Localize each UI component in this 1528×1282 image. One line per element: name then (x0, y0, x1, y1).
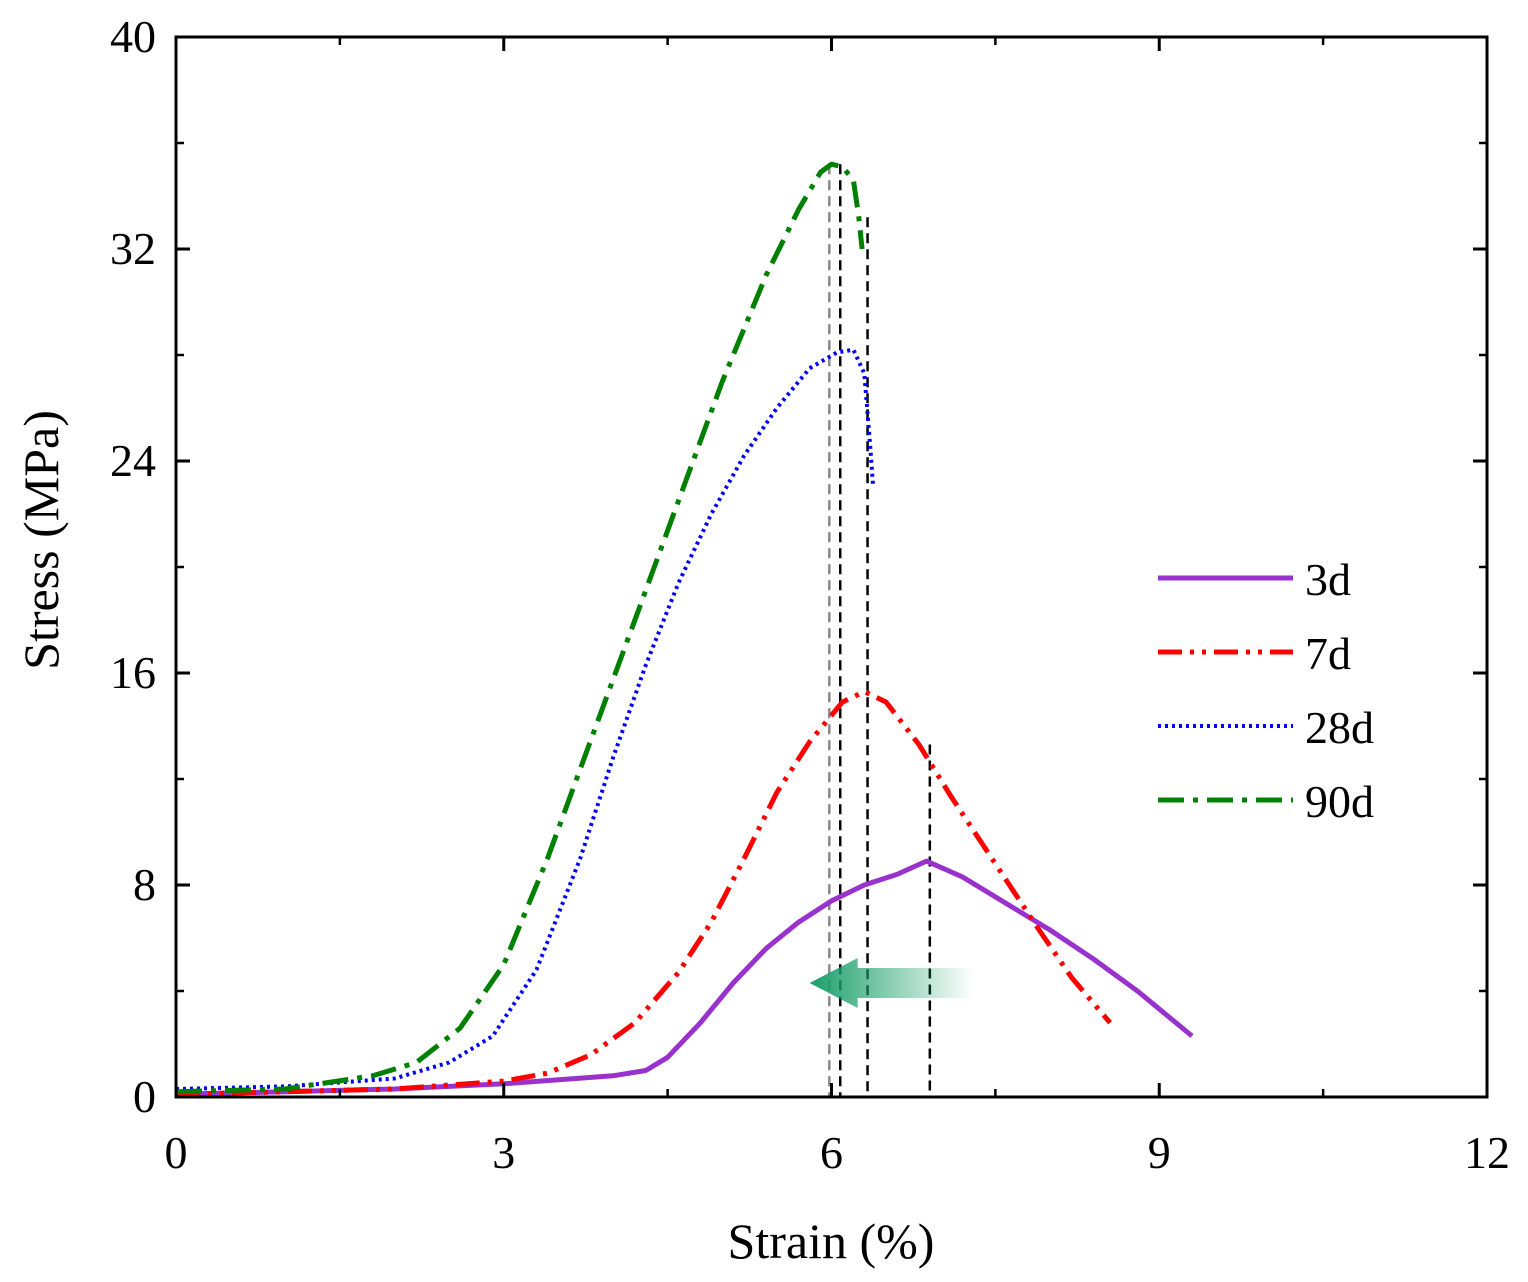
plot-frame (174, 35, 1489, 1099)
x-tick-label: 9 (1148, 1127, 1171, 1178)
y-tick-label: 24 (110, 435, 156, 486)
series-line-28d (175, 347, 875, 1091)
y-tick-label: 0 (133, 1071, 156, 1122)
series-lines (175, 161, 1194, 1097)
y-axis-title: Stress (MPa) (13, 410, 69, 670)
x-tick-label: 3 (492, 1127, 515, 1178)
y-tick-label: 8 (133, 859, 156, 910)
series-line-7d (175, 689, 1113, 1097)
y-tick-label: 16 (110, 647, 156, 698)
y-tick-label: 32 (110, 223, 156, 274)
series-line-3d (175, 858, 1194, 1097)
x-axis-title: Strain (%) (728, 1213, 935, 1269)
x-tick-label: 12 (1464, 1127, 1510, 1178)
legend-label-90d: 90d (1305, 776, 1374, 827)
y-tick-label: 40 (110, 11, 156, 62)
trend-arrow (809, 958, 974, 1009)
axis-ticks: 0 3 6 9 12 0 8 16 24 32 40 (110, 11, 1510, 1178)
trend-arrow-shape (809, 958, 974, 1009)
legend-label-3d: 3d (1305, 554, 1351, 605)
series-line-90d (175, 161, 865, 1095)
legend: 3d 7d 28d 90d (1158, 554, 1374, 827)
legend-label-7d: 7d (1305, 628, 1351, 679)
x-tick-label: 6 (820, 1127, 843, 1178)
x-tick-label: 0 (165, 1127, 188, 1178)
legend-label-28d: 28d (1305, 702, 1374, 753)
reference-lines (828, 164, 932, 1097)
